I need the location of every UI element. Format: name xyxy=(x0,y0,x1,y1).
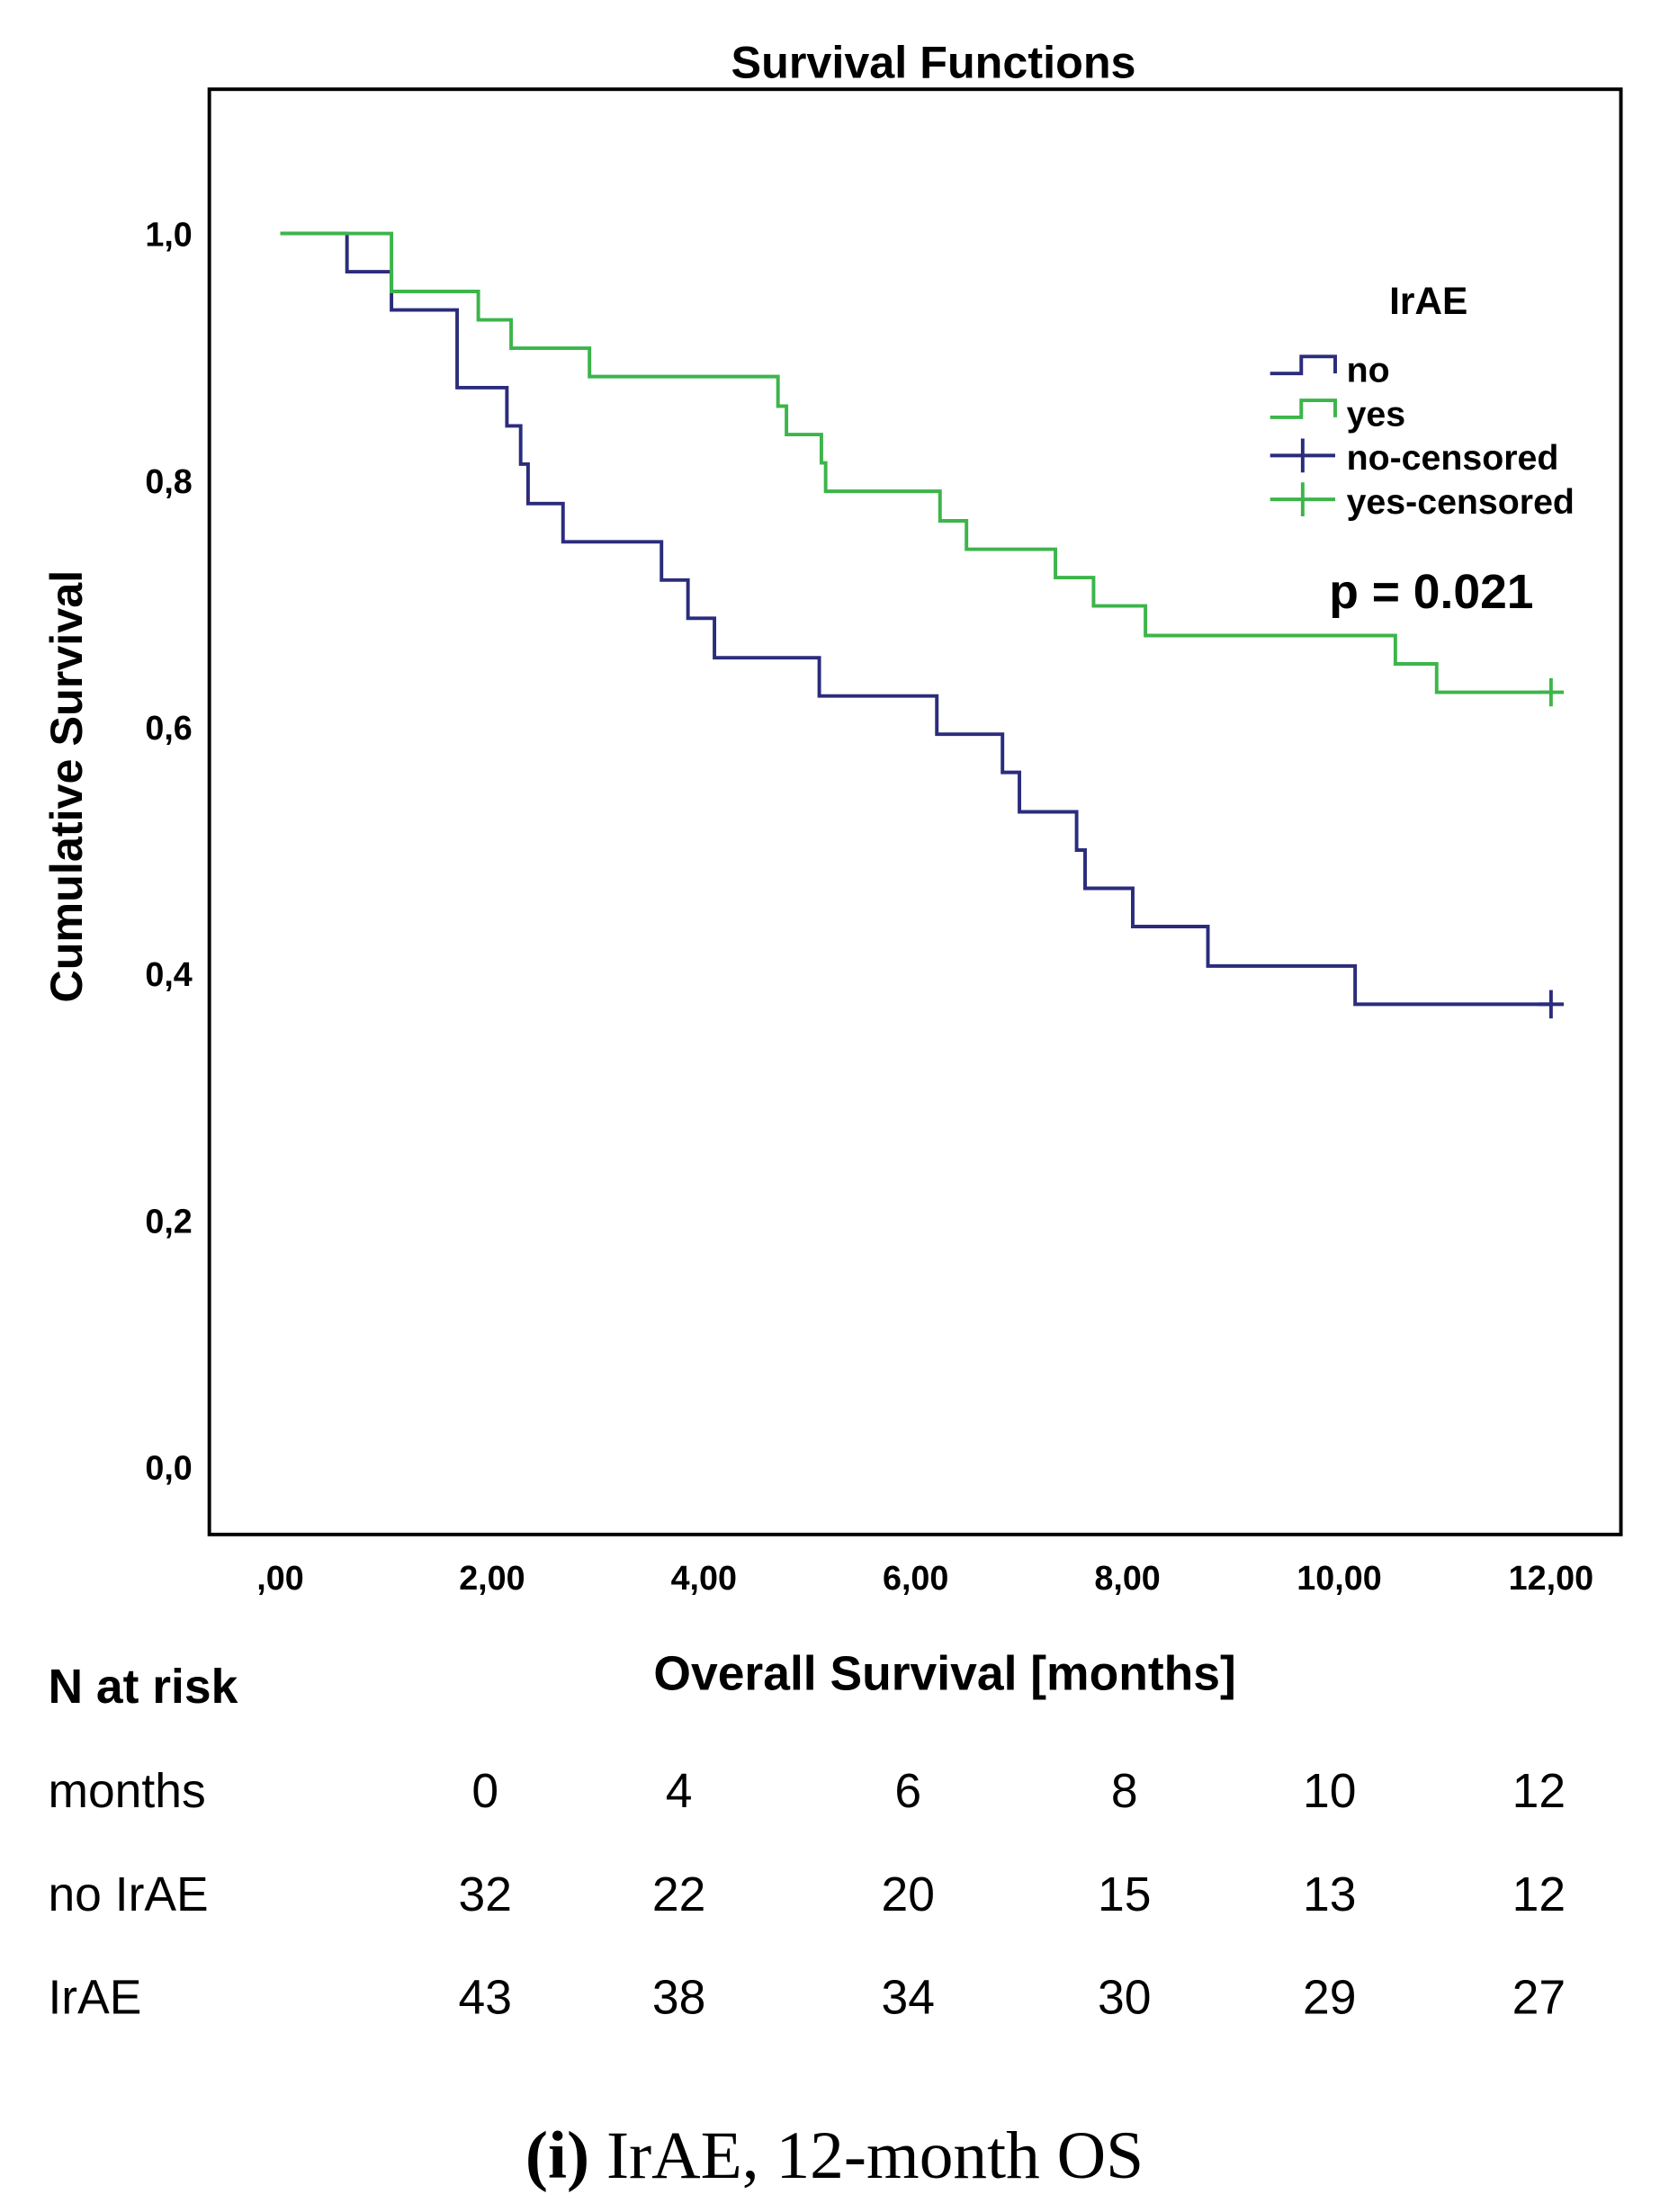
legend-label-yes: yes xyxy=(1347,394,1406,434)
legend: IrAE no yes no-censored yes-censored xyxy=(1270,280,1575,522)
x-tick-label: 2,00 xyxy=(459,1559,525,1597)
censor-mark-no xyxy=(1538,990,1565,1019)
figure-caption: (i) IrAE, 12-month OS xyxy=(525,2118,1144,2193)
survival-curve-no xyxy=(280,231,1551,1007)
plot-frame xyxy=(207,87,1623,1536)
legend-item-yes: yes xyxy=(1270,394,1405,434)
y-tick-label: 0,6 xyxy=(145,709,192,747)
risk-cell: 8 xyxy=(1111,1765,1138,1818)
caption-text: IrAE, 12-month OS xyxy=(589,2118,1144,2193)
x-tick-label: 6,00 xyxy=(883,1559,948,1597)
risk-cell: 43 xyxy=(458,1972,511,2025)
y-axis-label: Cumulative Survival xyxy=(40,570,92,1003)
x-tick-label: 8,00 xyxy=(1094,1559,1160,1597)
x-axis-label: Overall Survival [months] xyxy=(653,1648,1235,1701)
risk-cell: 22 xyxy=(652,1868,705,1921)
risk-cell: 32 xyxy=(458,1868,511,1921)
x-tick-label: 10,00 xyxy=(1297,1559,1381,1597)
legend-item-no-censored: no-censored xyxy=(1270,438,1559,478)
risk-cell: 12 xyxy=(1512,1765,1566,1818)
risk-cell: 0 xyxy=(471,1765,498,1818)
risk-cell: 15 xyxy=(1098,1868,1151,1921)
risk-cell: 30 xyxy=(1098,1972,1151,2025)
y-tick-label: 1,0 xyxy=(145,216,192,254)
risk-cell: 29 xyxy=(1303,1972,1356,2025)
legend-swatch-no-censored xyxy=(1270,438,1335,473)
risk-cell: 20 xyxy=(882,1868,935,1921)
x-tick-label: 12,00 xyxy=(1509,1559,1593,1597)
y-tick-label: 0,0 xyxy=(145,1449,192,1487)
legend-label-yes-censored: yes-censored xyxy=(1347,482,1575,522)
legend-item-yes-censored: yes-censored xyxy=(1270,482,1575,522)
caption-label: (i) xyxy=(525,2118,589,2193)
risk-cell: 10 xyxy=(1303,1765,1356,1818)
risk-cell: 4 xyxy=(666,1765,693,1818)
y-tick-label: 0,4 xyxy=(145,955,192,993)
legend-item-no: no xyxy=(1270,351,1390,390)
chart-title: Survival Functions xyxy=(731,37,1136,88)
risk-table: N at risk months 0 4 6 8 10 12 no IrAE 32 22 20 15 1… xyxy=(48,1661,1566,2025)
legend-swatch-yes-censored xyxy=(1270,482,1335,516)
risk-cell: 34 xyxy=(882,1972,935,2025)
y-tick-label: 0,2 xyxy=(145,1202,192,1240)
legend-label-no: no xyxy=(1347,351,1390,390)
risk-row-label: months xyxy=(48,1765,205,1818)
risk-cell: 13 xyxy=(1303,1868,1356,1921)
risk-row-label: no IrAE xyxy=(48,1868,208,1921)
x-tick-label: 4,00 xyxy=(671,1559,737,1597)
p-value-annotation: p = 0.021 xyxy=(1329,566,1533,619)
risk-cell: 38 xyxy=(652,1972,705,2025)
risk-table-heading: N at risk xyxy=(48,1661,238,1714)
y-tick-label: 0,8 xyxy=(145,462,192,500)
legend-swatch-no xyxy=(1270,354,1337,376)
risk-cell: 12 xyxy=(1512,1868,1566,1921)
risk-row-label: IrAE xyxy=(48,1972,141,2025)
survival-curve-yes xyxy=(280,231,1551,694)
censor-mark-yes xyxy=(1538,677,1565,707)
risk-cell: 27 xyxy=(1512,1972,1566,2025)
x-tick-label: ,00 xyxy=(256,1559,303,1597)
legend-swatch-yes xyxy=(1270,399,1337,419)
legend-label-no-censored: no-censored xyxy=(1347,438,1559,478)
risk-cell: 6 xyxy=(894,1765,921,1818)
legend-title: IrAE xyxy=(1389,280,1467,322)
